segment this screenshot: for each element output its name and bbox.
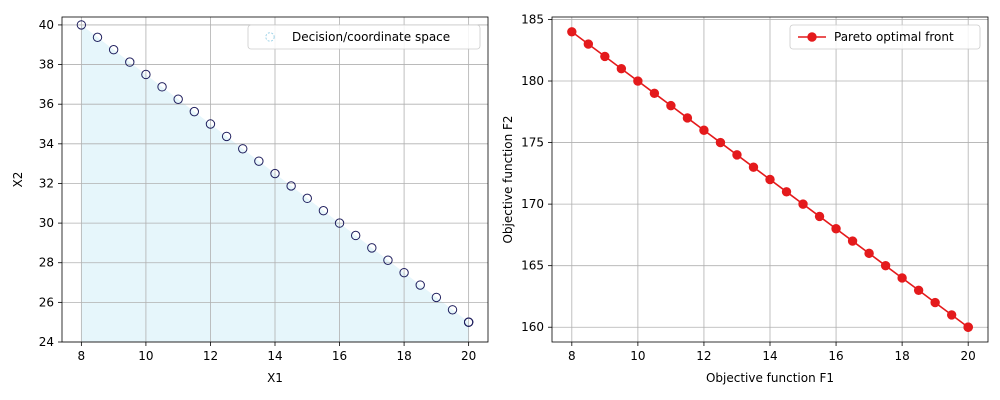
x-tick-label: 10 [138,349,153,363]
y-axis-label: Objective function F2 [501,115,515,243]
data-point [447,305,458,315]
data-point [254,156,264,166]
y-tick-label: 175 [521,136,544,150]
x-tick-label: 10 [630,349,645,363]
data-point [173,94,183,104]
y-tick-label: 165 [521,259,544,273]
data-point [125,57,135,67]
x-tick-label: 20 [461,349,476,363]
data-point [157,82,167,92]
x-tick-label: 12 [696,349,711,363]
x-tick-label: 16 [332,349,347,363]
data-point [286,181,296,191]
x-tick-label: 8 [78,349,86,363]
y-tick-label: 28 [39,256,54,270]
data-point [633,76,643,86]
data-point [399,267,409,278]
data-point [221,131,232,142]
data-point [383,255,393,265]
data-point [798,199,808,209]
y-tick-label: 160 [521,320,544,334]
data-point [238,144,248,154]
data-point [715,137,726,148]
data-point [666,100,676,111]
data-point [847,236,858,246]
data-point [748,162,759,172]
x-axis-label: X1 [267,371,283,385]
data-point [600,51,610,62]
data-point [270,168,280,179]
data-point [334,218,345,228]
data-point [302,193,312,204]
data-point [699,125,709,135]
x-tick-label: 18 [396,349,411,363]
legend-marker [265,32,275,42]
y-tick-label: 185 [521,12,544,26]
data-point [814,211,825,222]
data-point [897,273,907,283]
data-point [880,260,891,271]
data-point [318,206,329,216]
data-point [189,106,200,117]
data-point [76,20,87,30]
data-point [781,187,792,197]
data-point [463,317,474,327]
data-point [108,44,119,55]
data-point [616,64,627,74]
data-point [946,310,957,320]
legend-label: Pareto optimal front [834,30,954,44]
data-point [913,285,924,295]
data-point [583,39,594,49]
y-tick-label: 24 [39,335,54,349]
y-tick-label: 40 [39,18,54,32]
legend-marker [807,32,817,42]
data-point [930,297,940,308]
data-point [205,119,216,129]
x-tick-label: 12 [203,349,218,363]
y-tick-label: 170 [521,197,544,211]
y-tick-label: 180 [521,74,544,88]
data-point [367,243,377,253]
data-point [864,248,874,259]
legend-label: Decision/coordinate space [292,30,450,44]
legend-box [789,24,981,50]
data-point [415,280,425,290]
x-tick-label: 16 [828,349,843,363]
x-tick-label: 8 [568,349,576,363]
y-tick-label: 36 [39,97,54,111]
data-point [963,322,973,332]
data-point [649,88,660,99]
x-axis-label: Objective function F1 [706,371,834,385]
legend-box [247,24,481,50]
data-point [831,224,841,234]
x-tick-label: 18 [894,349,909,363]
chart-2: 8 10 12 14 16 18 20 160 165 170 175 180 185 Objective… [501,12,989,385]
x-tick-label: 14 [267,349,282,363]
y-tick-label: 32 [39,176,54,190]
y-tick-label: 34 [39,137,54,151]
data-point [682,113,693,123]
data-point [141,69,151,80]
data-point [431,292,442,303]
y-tick-label: 38 [39,58,54,72]
data-point [732,150,742,160]
x-tick-label: 14 [762,349,777,363]
chart-1: 8 10 12 14 16 18 20 24 26 28 30 32 34 36 38 40 X1 X2 Decis… [11,16,489,385]
data-point [92,32,103,43]
y-tick-label: 30 [39,216,54,230]
y-tick-label: 26 [39,295,54,309]
data-point [567,27,577,37]
data-point [765,174,775,185]
x-tick-label: 20 [961,349,976,363]
y-axis-label: X2 [11,172,25,188]
data-point [350,230,361,241]
